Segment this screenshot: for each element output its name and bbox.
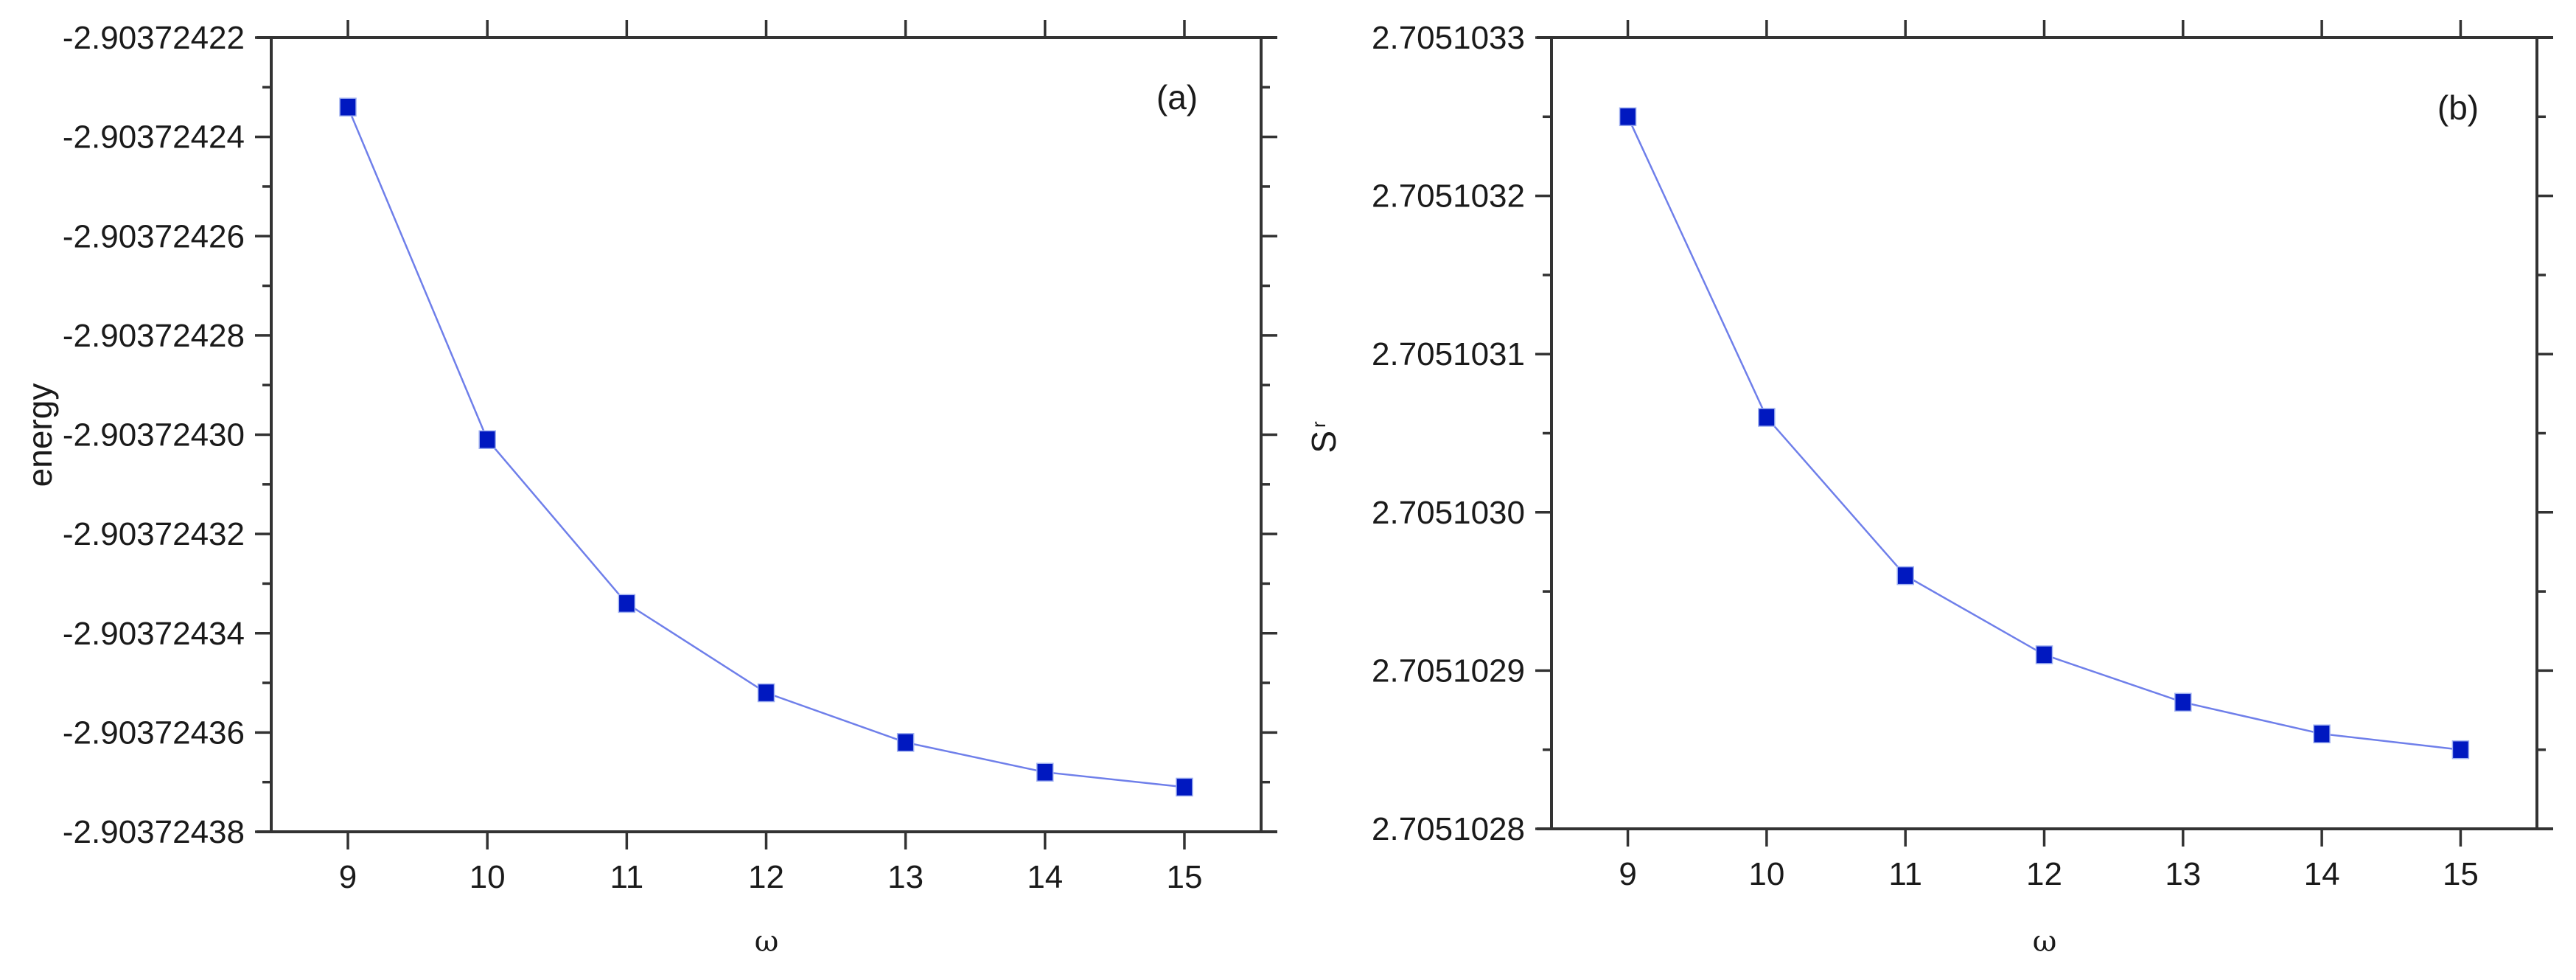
- x-tick-label: 11: [610, 859, 644, 895]
- y-axis-title: energy: [21, 383, 59, 487]
- data-point-marker: [478, 430, 496, 449]
- data-point-marker: [2174, 692, 2192, 712]
- x-tick-label: 12: [2026, 856, 2062, 892]
- y-tick-label: 2.7051031: [1372, 336, 1525, 372]
- data-point-marker: [339, 97, 357, 117]
- y-tick-label: 2.7051033: [1372, 20, 1525, 56]
- y-tick-label: -2.90372436: [63, 715, 245, 751]
- data-point-marker: [2035, 645, 2053, 664]
- data-point-marker: [618, 594, 636, 614]
- axis-tick-labels: 9 10 11 12 13 14 15 -2.90372422 -2.90372424 -2.90…: [63, 20, 1203, 895]
- data-point-marker: [1896, 566, 1914, 585]
- data-point-marker: [2451, 740, 2470, 760]
- data-point-marker: [1619, 107, 1637, 127]
- y-tick-label: -2.90372438: [63, 814, 245, 850]
- x-tick-label: 10: [470, 859, 506, 895]
- panel-label: (a): [1156, 78, 1198, 117]
- y-tick-label: 2.7051030: [1372, 495, 1525, 531]
- data-point-marker: [896, 733, 915, 752]
- x-tick-label: 10: [1748, 856, 1784, 892]
- axis-ticks: [255, 20, 1277, 849]
- x-axis-title: ω: [755, 925, 779, 959]
- x-axis-title: ω: [2033, 925, 2057, 959]
- y-axis-title-subscript: r: [1308, 421, 1330, 428]
- y-tick-label: -2.90372422: [63, 20, 245, 56]
- axis-tick-labels: 9 10 11 12 13 14 15 2.7051028 2.7051029 2.7051030…: [1372, 20, 2479, 892]
- data-point-marker: [1758, 408, 1776, 427]
- x-tick-label: 13: [887, 859, 924, 895]
- data-point-marker: [1176, 777, 1193, 797]
- data-point-marker: [757, 683, 775, 703]
- x-tick-label: 12: [748, 859, 784, 895]
- y-tick-label: 2.7051029: [1372, 653, 1525, 689]
- y-tick-label: -2.90372430: [63, 417, 245, 453]
- data-point-marker: [1036, 762, 1054, 782]
- y-tick-label: -2.90372424: [63, 119, 245, 156]
- y-tick-label: 2.7051028: [1372, 811, 1525, 847]
- plot-frame: [270, 36, 1263, 833]
- plot-frame: [1550, 36, 2538, 830]
- x-tick-label: 15: [2443, 856, 2479, 892]
- y-axis-title: Sr: [1305, 421, 1343, 453]
- chart-panel-a: 9 10 11 12 13 14 15 -2.90372422 -2.90372424 -2.90…: [21, 20, 1277, 959]
- y-axis-title-main: energy: [21, 383, 59, 487]
- y-tick-label: -2.90372428: [63, 318, 245, 354]
- data-series: [339, 97, 1193, 797]
- data-point-marker: [2313, 724, 2331, 743]
- y-tick-label: 2.7051032: [1372, 178, 1525, 215]
- panel-label: (b): [2437, 88, 2479, 127]
- x-tick-label: 13: [2165, 856, 2201, 892]
- x-tick-label: 15: [1166, 859, 1202, 895]
- data-series: [1619, 107, 2470, 760]
- x-tick-label: 14: [2304, 856, 2340, 892]
- y-tick-label: -2.90372434: [63, 616, 245, 652]
- y-tick-label: -2.90372426: [63, 218, 245, 254]
- y-axis-title-main: S: [1305, 431, 1343, 453]
- x-tick-label: 11: [1888, 856, 1922, 892]
- x-tick-label: 9: [1619, 856, 1636, 892]
- axis-ticks: [1535, 20, 2553, 847]
- x-tick-label: 14: [1027, 859, 1063, 895]
- y-tick-label: -2.90372432: [63, 516, 245, 552]
- chart-panel-b: 9 10 11 12 13 14 15 2.7051028 2.7051029 2.7051030…: [1305, 20, 2553, 959]
- x-tick-label: 9: [339, 859, 357, 895]
